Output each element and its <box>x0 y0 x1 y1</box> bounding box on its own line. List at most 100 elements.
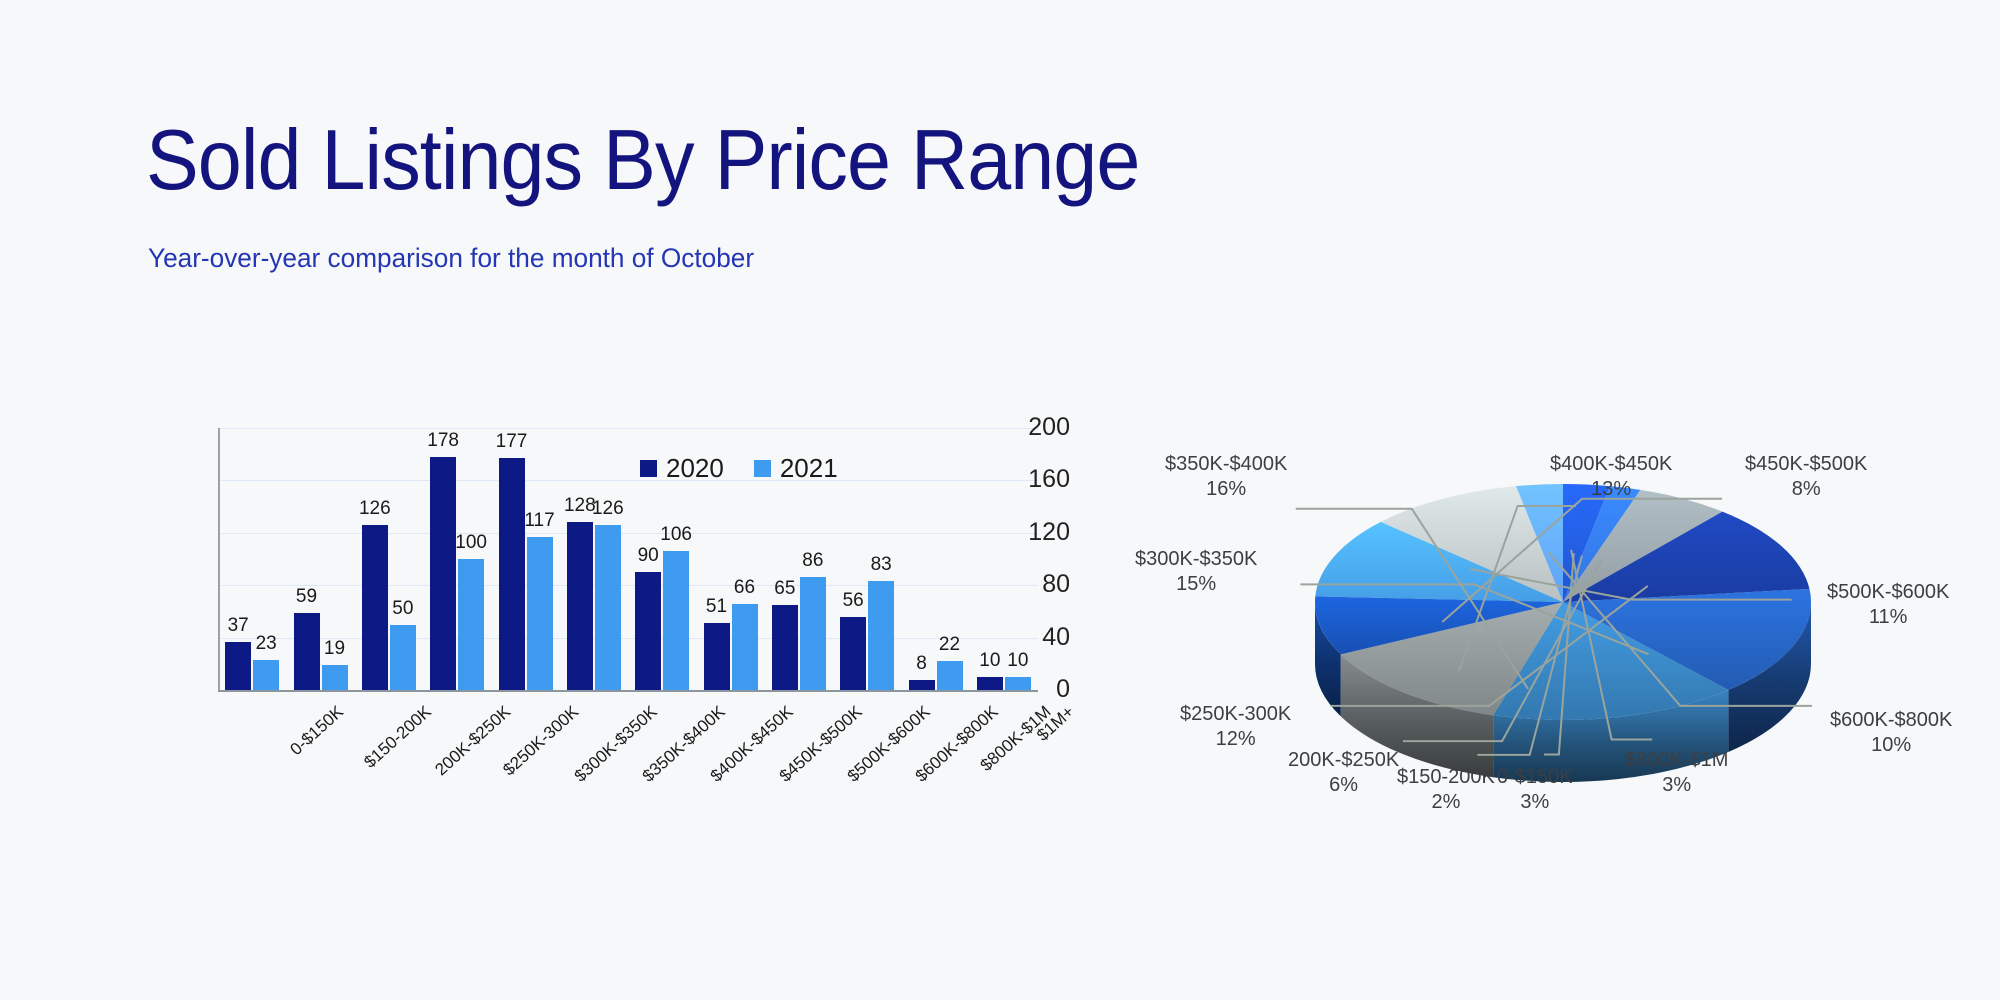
bar-value-label: 106 <box>660 524 692 546</box>
pie-leader-line <box>1300 583 1649 656</box>
bar <box>458 559 485 690</box>
bar <box>731 603 758 690</box>
pie-slice[interactable] <box>1563 489 1723 602</box>
bar-value-label: 86 <box>802 550 824 572</box>
bar <box>840 616 867 690</box>
legend-item[interactable]: 2020 <box>640 455 724 481</box>
bar-value-label: 100 <box>455 532 487 553</box>
bar-value-label: 83 <box>870 554 892 576</box>
pie-callout: $450K-$500K 8% <box>1745 452 1867 502</box>
pie-callout: $400K-$450K 13% <box>1550 452 1672 502</box>
x-axis-line <box>218 690 1038 692</box>
pie-callout-percent: 12% <box>1215 728 1256 750</box>
gridline <box>218 585 1038 587</box>
y-axis-tick-label: 200 <box>1028 413 1070 441</box>
pie-slice[interactable] <box>1563 588 1811 690</box>
gridline <box>218 532 1038 534</box>
pie-callout: $350K-$400K 16% <box>1165 452 1287 502</box>
pie-callout-percent: 3% <box>1520 791 1550 813</box>
bar-value-label: 10 <box>1007 649 1029 671</box>
bar-value-label: 117 <box>524 509 555 531</box>
bar <box>253 659 280 690</box>
bar-plot-area: 200 160 120 80 40 0 37 23 59 19 126 50 178 100 177 117… <box>140 410 1078 786</box>
pie-slice[interactable] <box>1340 602 1563 716</box>
bar-value-label: 51 <box>705 596 728 618</box>
pie-callout: $300K-$350K 15% <box>1135 547 1257 597</box>
gridline <box>218 480 1038 482</box>
bar-value-label: 22 <box>938 634 961 656</box>
pie-callout: $250K-300K 12% <box>1180 702 1291 752</box>
pie-slice[interactable] <box>1315 596 1563 655</box>
pie-callout-name: $500K-$600K <box>1827 581 1950 603</box>
pie-callout: $600K-$800K 10% <box>1830 708 1952 758</box>
bar <box>908 679 935 690</box>
pie-slice[interactable] <box>1493 602 1729 720</box>
bar <box>594 524 621 690</box>
bar-value-label: 50 <box>392 597 414 619</box>
pie-callout-name: $800K-$1M <box>1625 749 1729 771</box>
pie-callout-percent: 2% <box>1431 791 1461 813</box>
gridline <box>218 428 1038 429</box>
bar-value-label: 23 <box>255 632 277 654</box>
pie-callout-name: $400K-$450K <box>1550 453 1673 475</box>
y-axis-tick-label: 0 <box>1056 675 1070 703</box>
bar-value-label: 65 <box>774 577 796 599</box>
bar <box>430 456 457 690</box>
bar-value-label: 126 <box>358 497 391 519</box>
y-axis-tick-label: 120 <box>1028 517 1070 546</box>
pie-slice-side <box>1340 654 1494 778</box>
pie-callout: $500K-$600K 11% <box>1827 580 1949 630</box>
pie-callout-name: $350K-$400K <box>1165 453 1288 475</box>
bar <box>868 581 895 690</box>
bar-value-label: 66 <box>733 576 756 598</box>
pie-slice-side <box>1728 602 1811 752</box>
bar-value-label: 19 <box>323 638 346 660</box>
pie-callout-name: $250K-300K <box>1180 703 1292 725</box>
bar <box>703 623 730 690</box>
pie-slice[interactable] <box>1563 511 1810 602</box>
pie-callout-percent: 8% <box>1791 478 1821 500</box>
bar <box>361 524 388 690</box>
pie-leader-line <box>1477 555 1583 756</box>
bar <box>976 676 1003 690</box>
pie-leader-line <box>1547 551 1812 707</box>
y-axis-line <box>218 428 220 690</box>
pie-leader-lines <box>1295 497 1812 756</box>
bar-chart-legend: 2020 2021 <box>640 455 838 481</box>
x-axis-label: 0-$150K <box>286 702 348 760</box>
y-axis-tick-label: 80 <box>1042 570 1070 599</box>
pie-callout-name: $450K-$500K <box>1745 453 1868 475</box>
pie-leader-line <box>1570 549 1653 741</box>
pie-slice[interactable] <box>1563 484 1610 602</box>
pie-top-faces <box>1315 484 1811 720</box>
pie-slice[interactable] <box>1563 486 1641 602</box>
pie-callout-percent: 10% <box>1871 734 1912 756</box>
pie-slice[interactable] <box>1516 484 1563 602</box>
bar <box>771 604 798 690</box>
bar <box>498 458 525 690</box>
bar-value-label: 128 <box>563 495 596 517</box>
bar <box>635 572 662 690</box>
bar <box>526 536 553 690</box>
bar <box>663 551 690 690</box>
bar <box>1004 676 1031 690</box>
y-axis-tick-label: 40 <box>1042 622 1070 651</box>
pie-callout: 0-$150K 3% <box>1497 765 1573 815</box>
pie-callout-percent: 11% <box>1868 606 1908 628</box>
bar-value-label: 126 <box>591 497 624 519</box>
legend-item[interactable]: 2021 <box>753 455 838 481</box>
legend-label: 2020 <box>666 453 724 483</box>
bar <box>321 665 348 690</box>
pie-leader-line <box>1441 497 1723 623</box>
page-title: Sold Listings By Price Range <box>146 113 1140 208</box>
bar-value-label: 56 <box>842 589 864 611</box>
pie-slice[interactable] <box>1380 486 1563 602</box>
x-axis-label: $150-200K <box>359 702 435 772</box>
pie-slice-side <box>1315 602 1341 717</box>
bar <box>389 624 416 690</box>
pie-chart: $350K-$400K 16% $400K-$450K 13% $450K-$500K 8… <box>1130 420 1990 880</box>
gridline <box>218 637 1038 639</box>
pie-slice[interactable] <box>1315 521 1563 602</box>
pie-callout-name: 0-$150K <box>1497 766 1573 788</box>
